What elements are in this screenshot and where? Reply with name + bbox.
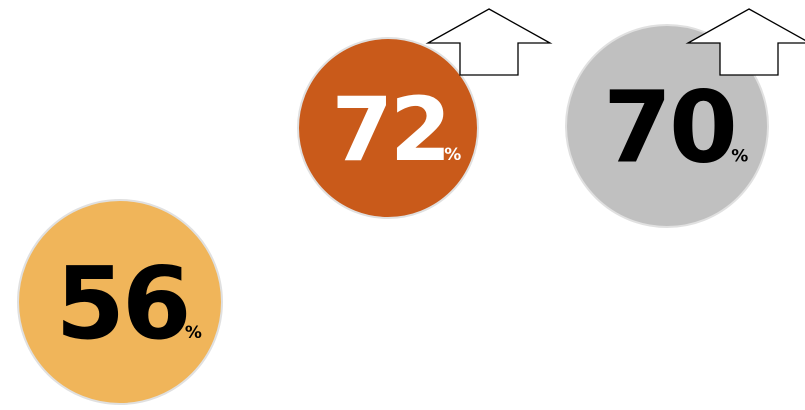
- stat-circle: [565, 24, 769, 228]
- stat-value: 72: [332, 78, 449, 181]
- stat-value: 56: [55, 245, 188, 362]
- stat-unit: %: [444, 145, 461, 165]
- up-arrow: [425, 8, 553, 76]
- stat-value: 70: [603, 71, 735, 186]
- stat-circle: [297, 37, 479, 219]
- stat-circle: [17, 199, 223, 405]
- stat-unit: %: [185, 323, 202, 343]
- stat-unit: %: [731, 147, 748, 167]
